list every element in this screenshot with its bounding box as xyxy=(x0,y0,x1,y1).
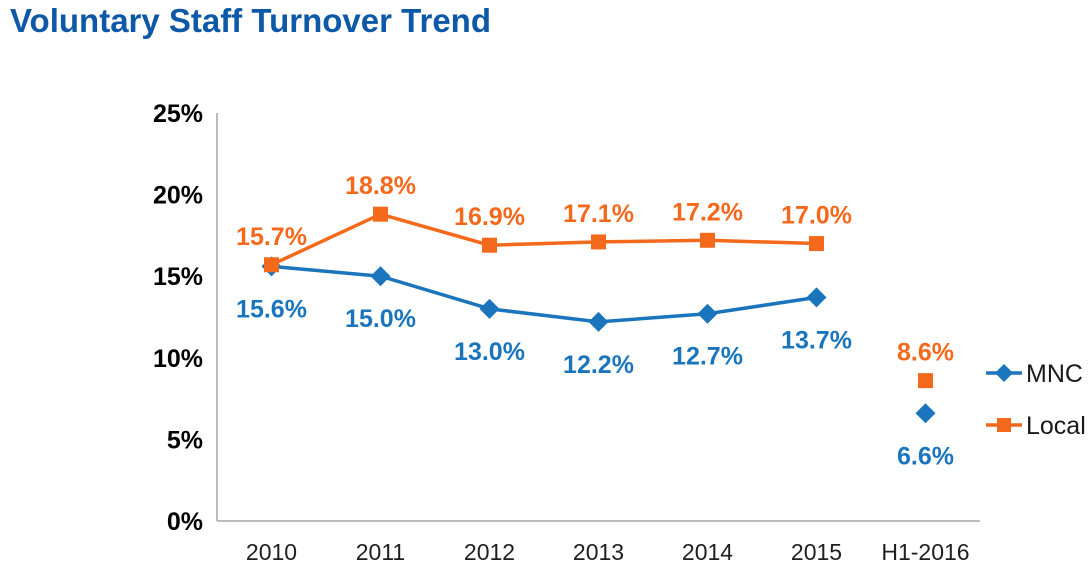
marker-square-local xyxy=(264,257,279,273)
data-label-local: 17.0% xyxy=(781,202,852,230)
legend-marker-diamond-mnc xyxy=(995,364,1013,382)
data-label-local: 8.6% xyxy=(897,339,954,367)
chart-title: Voluntary Staff Turnover Trend xyxy=(10,2,491,39)
data-label-local: 15.7% xyxy=(236,223,307,251)
marker-square-local xyxy=(373,206,388,222)
marker-square-local xyxy=(700,232,715,248)
y-tick-label: 10% xyxy=(153,345,203,373)
legend-label-mnc: MNC xyxy=(1026,360,1083,388)
x-tick-label: 2014 xyxy=(682,539,733,565)
marker-diamond-mnc xyxy=(915,403,936,424)
marker-diamond-mnc xyxy=(479,298,500,319)
data-label-local: 16.9% xyxy=(454,203,525,231)
data-label-mnc: 13.7% xyxy=(781,326,852,354)
data-label-mnc: 6.6% xyxy=(897,442,954,470)
data-label-local: 17.2% xyxy=(672,198,743,226)
y-tick-label: 20% xyxy=(153,182,203,210)
data-label-local: 18.8% xyxy=(345,172,416,200)
series-line-mnc xyxy=(271,264,817,324)
x-tick-label: 2015 xyxy=(791,539,842,565)
series-line-local xyxy=(270,212,817,267)
y-tick-label: 5% xyxy=(167,426,203,454)
legend-marker-square-local xyxy=(997,418,1011,432)
y-tick-label: 15% xyxy=(153,263,203,291)
data-label-local: 17.1% xyxy=(563,200,634,228)
x-tick-label: 2013 xyxy=(573,539,624,565)
marker-square-local xyxy=(482,237,497,253)
marker-square-local xyxy=(918,373,933,389)
x-tick-label: 2011 xyxy=(356,539,405,565)
data-label-mnc: 13.0% xyxy=(454,338,525,366)
y-tick-label: 25% xyxy=(153,100,203,128)
y-tick-label: 0% xyxy=(167,508,203,536)
marker-diamond-mnc xyxy=(588,311,609,332)
data-label-mnc: 12.2% xyxy=(563,351,634,379)
legend-label-local: Local xyxy=(1026,412,1086,440)
data-label-mnc: 12.7% xyxy=(672,343,743,371)
marker-diamond-mnc xyxy=(697,303,718,324)
x-tick-label: H1-2016 xyxy=(881,539,969,565)
marker-square-local xyxy=(809,236,824,252)
marker-square-local xyxy=(591,234,606,250)
marker-diamond-mnc xyxy=(806,287,827,308)
data-label-mnc: 15.6% xyxy=(236,295,307,323)
data-label-mnc: 15.0% xyxy=(345,305,416,333)
x-tick-label: 2010 xyxy=(246,539,297,565)
x-tick-label: 2012 xyxy=(464,539,515,565)
marker-diamond-mnc xyxy=(370,266,391,287)
